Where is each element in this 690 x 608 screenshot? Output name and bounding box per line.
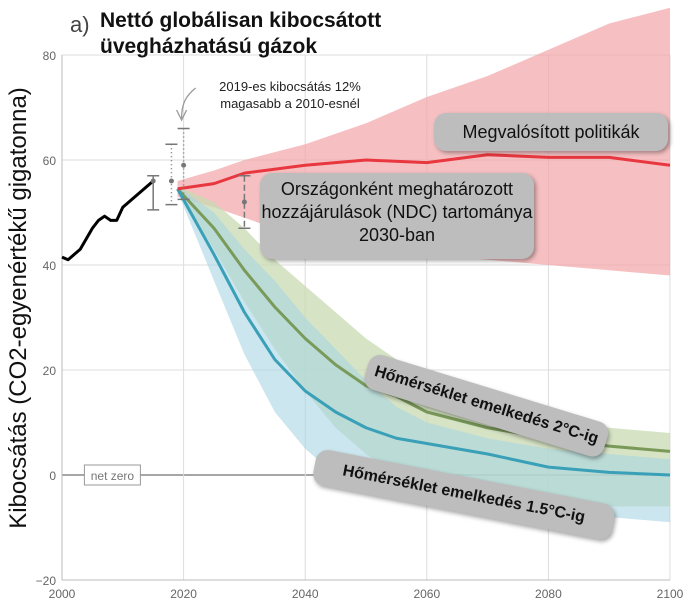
y-tick-label: 0 — [49, 469, 56, 483]
x-tick-label: 2080 — [535, 587, 562, 601]
error-bar-point — [241, 199, 247, 205]
y-tick-label: 20 — [43, 364, 57, 378]
annotation-arrow — [180, 87, 197, 119]
panel-label: a) — [70, 12, 90, 37]
annotation-arrowhead — [176, 109, 188, 122]
x-tick-label: 2100 — [657, 587, 684, 601]
annotation-2019: 2019-es kibocsátás 12% magasabb a 2010-e… — [219, 79, 361, 111]
y-tick-label: 80 — [43, 49, 57, 63]
one-five-c-line — [176, 188, 671, 477]
y-axis-label: Kibocsátás (CO2-egyenértékű gigatonna) — [5, 87, 32, 529]
one-five-c-band — [177, 186, 670, 523]
error-bar-point — [150, 178, 156, 184]
error-bar-point — [168, 178, 174, 184]
x-tick-label: 2060 — [413, 587, 440, 601]
net-zero-box — [83, 464, 141, 486]
y-axis-label-wrap: Kibocsátás (CO2-egyenértékű gigatonna) — [4, 8, 34, 608]
x-tick-label: 2040 — [292, 587, 319, 601]
error-bar-point — [181, 162, 187, 168]
policy-line — [177, 153, 671, 191]
net-zero-label: net zero — [91, 469, 135, 483]
y-tick-label: −20 — [36, 574, 57, 588]
chart-title: Nettó globálisan kibocsátott üvegházhatá… — [100, 9, 382, 58]
callout-ndc: Országonként meghatározott hozzájáruláso… — [260, 173, 534, 259]
historical-line — [61, 179, 155, 262]
x-tick-label: 2000 — [49, 587, 76, 601]
y-tick-label: 60 — [43, 154, 57, 168]
x-tick-label: 2020 — [170, 587, 197, 601]
y-tick-label: 40 — [43, 259, 57, 273]
callout-policy: Megvalósított politikák — [434, 113, 668, 151]
